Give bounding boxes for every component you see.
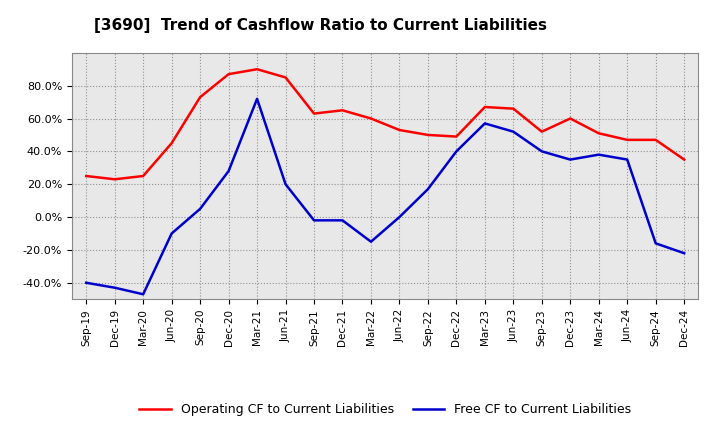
- Free CF to Current Liabilities: [366, 239, 375, 244]
- Operating CF to Current Liabilities: [310, 111, 318, 116]
- Free CF to Current Liabilities: [139, 292, 148, 297]
- Operating CF to Current Liabilities: [167, 140, 176, 146]
- Free CF to Current Liabilities: [537, 149, 546, 154]
- Operating CF to Current Liabilities: [196, 95, 204, 100]
- Operating CF to Current Liabilities: [423, 132, 432, 138]
- Operating CF to Current Liabilities: [537, 129, 546, 134]
- Operating CF to Current Liabilities: [480, 104, 489, 110]
- Operating CF to Current Liabilities: [139, 173, 148, 179]
- Operating CF to Current Liabilities: [452, 134, 461, 139]
- Text: [3690]  Trend of Cashflow Ratio to Current Liabilities: [3690] Trend of Cashflow Ratio to Curren…: [94, 18, 546, 33]
- Operating CF to Current Liabilities: [366, 116, 375, 121]
- Operating CF to Current Liabilities: [110, 176, 119, 182]
- Operating CF to Current Liabilities: [225, 72, 233, 77]
- Free CF to Current Liabilities: [680, 250, 688, 256]
- Operating CF to Current Liabilities: [595, 131, 603, 136]
- Free CF to Current Liabilities: [595, 152, 603, 157]
- Free CF to Current Liabilities: [623, 157, 631, 162]
- Free CF to Current Liabilities: [509, 129, 518, 134]
- Operating CF to Current Liabilities: [395, 127, 404, 132]
- Operating CF to Current Liabilities: [623, 137, 631, 143]
- Free CF to Current Liabilities: [167, 231, 176, 236]
- Free CF to Current Liabilities: [652, 241, 660, 246]
- Operating CF to Current Liabilities: [509, 106, 518, 111]
- Operating CF to Current Liabilities: [282, 75, 290, 80]
- Free CF to Current Liabilities: [310, 218, 318, 223]
- Operating CF to Current Liabilities: [253, 66, 261, 72]
- Free CF to Current Liabilities: [82, 280, 91, 286]
- Free CF to Current Liabilities: [423, 187, 432, 192]
- Line: Operating CF to Current Liabilities: Operating CF to Current Liabilities: [86, 69, 684, 179]
- Free CF to Current Liabilities: [253, 96, 261, 102]
- Free CF to Current Liabilities: [282, 182, 290, 187]
- Operating CF to Current Liabilities: [680, 157, 688, 162]
- Free CF to Current Liabilities: [110, 285, 119, 290]
- Operating CF to Current Liabilities: [338, 108, 347, 113]
- Free CF to Current Liabilities: [395, 214, 404, 220]
- Free CF to Current Liabilities: [338, 218, 347, 223]
- Free CF to Current Liabilities: [566, 157, 575, 162]
- Operating CF to Current Liabilities: [652, 137, 660, 143]
- Free CF to Current Liabilities: [480, 121, 489, 126]
- Free CF to Current Liabilities: [225, 169, 233, 174]
- Free CF to Current Liabilities: [452, 149, 461, 154]
- Line: Free CF to Current Liabilities: Free CF to Current Liabilities: [86, 99, 684, 294]
- Legend: Operating CF to Current Liabilities, Free CF to Current Liabilities: Operating CF to Current Liabilities, Fre…: [135, 398, 636, 421]
- Operating CF to Current Liabilities: [82, 173, 91, 179]
- Free CF to Current Liabilities: [196, 206, 204, 212]
- Operating CF to Current Liabilities: [566, 116, 575, 121]
